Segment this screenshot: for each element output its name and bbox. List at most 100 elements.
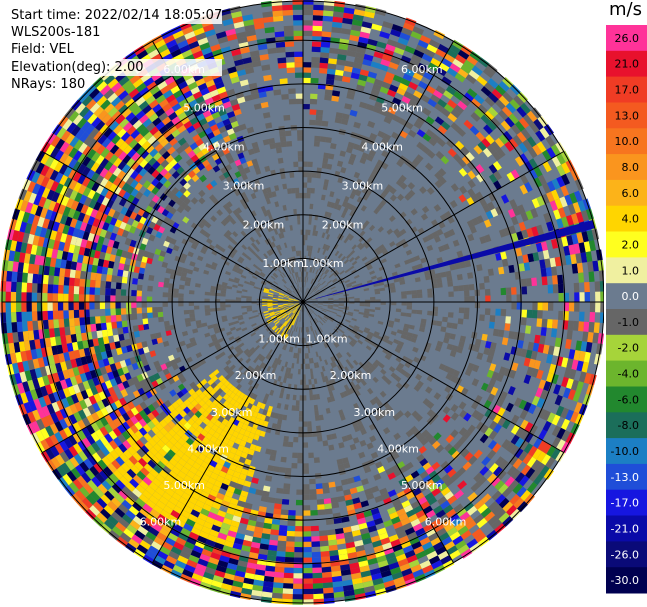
velocity-cell: [452, 58, 464, 69]
velocity-cell: [527, 147, 538, 159]
velocity-cell: [177, 383, 186, 391]
velocity-cell: [209, 506, 219, 515]
velocity-cell: [100, 407, 109, 417]
velocity-cell: [347, 477, 355, 484]
velocity-cell: [398, 117, 408, 126]
velocity-cell: [244, 407, 251, 415]
velocity-cell: [169, 389, 177, 397]
velocity-cell: [571, 379, 579, 391]
velocity-cell: [356, 196, 363, 203]
velocity-cell: [457, 480, 467, 490]
velocity-cell: [541, 318, 548, 328]
velocity-cell: [452, 535, 464, 546]
velocity-cell: [309, 320, 313, 326]
velocity-cell: [372, 512, 382, 521]
velocity-cell: [441, 536, 453, 547]
velocity-cell: [364, 488, 373, 496]
velocity-cell: [402, 355, 409, 362]
velocity-cell: [138, 324, 144, 331]
velocity-cell: [287, 441, 294, 448]
velocity-cell: [188, 531, 199, 541]
velocity-cell: [282, 377, 287, 384]
velocity-cell: [401, 568, 413, 577]
velocity-cell: [286, 372, 291, 379]
velocity-cell: [52, 310, 59, 320]
velocity-cell: [546, 445, 557, 457]
velocity-cell: [134, 412, 143, 422]
velocity-cell: [338, 307, 344, 310]
velocity-cell: [75, 489, 86, 502]
velocity-cell: [379, 487, 388, 496]
velocity-cell: [408, 99, 418, 108]
velocity-cell: [129, 478, 139, 489]
velocity-cell: [201, 548, 212, 557]
velocity-cell: [458, 194, 467, 203]
velocity-cell: [95, 323, 102, 331]
velocity-cell: [358, 311, 364, 315]
velocity-cell: [74, 278, 80, 287]
velocity-cell: [382, 133, 392, 141]
velocity-cell: [319, 530, 328, 537]
velocity-cell: [256, 401, 263, 408]
velocity-cell: [321, 376, 326, 383]
velocity-cell: [411, 265, 418, 271]
velocity-cell: [412, 487, 422, 497]
velocity-cell: [567, 320, 574, 331]
velocity-cell: [332, 16, 343, 23]
velocity-cell: [343, 489, 351, 496]
velocity-cell: [303, 541, 312, 548]
velocity-cell: [137, 457, 148, 468]
velocity-cell: [353, 121, 361, 129]
velocity-cell: [75, 464, 86, 476]
velocity-cell: [277, 330, 282, 336]
velocity-cell: [464, 296, 470, 302]
velocity-cell: [483, 275, 490, 283]
velocity-cell: [249, 398, 256, 405]
velocity-cell: [178, 302, 184, 307]
velocity-cell: [183, 505, 193, 514]
velocity-cell: [467, 362, 475, 371]
velocity-cell: [454, 72, 466, 83]
velocity-cell: [428, 137, 437, 147]
velocity-cell: [162, 292, 169, 298]
velocity-cell: [347, 141, 355, 149]
velocity-cell: [316, 425, 322, 432]
velocity-cell: [222, 577, 234, 586]
velocity-cell: [58, 276, 65, 286]
velocity-cell: [106, 395, 115, 405]
velocity-cell: [146, 420, 156, 430]
velocity-cell: [376, 249, 383, 256]
velocity-cell: [260, 356, 266, 362]
velocity-cell: [282, 488, 290, 495]
velocity-cell: [232, 542, 243, 550]
velocity-cell: [42, 292, 48, 302]
velocity-cell: [435, 444, 445, 454]
velocity-cell: [331, 21, 343, 29]
velocity-cell: [387, 506, 397, 515]
velocity-cell: [498, 366, 507, 376]
velocity-cell: [359, 157, 367, 165]
velocity-cell: [91, 476, 102, 488]
velocity-cell: [361, 478, 369, 486]
velocity-cell: [167, 404, 176, 413]
velocity-cell: [318, 355, 323, 362]
velocity-cell: [78, 286, 85, 295]
velocity-cell: [240, 490, 249, 498]
velocity-cell: [306, 288, 309, 294]
velocity-cell: [323, 10, 334, 17]
velocity-cell: [384, 354, 391, 361]
velocity-cell: [173, 541, 185, 551]
velocity-cell: [369, 398, 377, 406]
velocity-cell: [163, 424, 172, 433]
velocity-cell: [435, 150, 445, 160]
velocity-cell: [343, 65, 353, 73]
velocity-cell: [208, 428, 216, 436]
velocity-cell: [174, 560, 187, 569]
velocity-cell: [410, 337, 417, 343]
velocity-cell: [533, 118, 544, 131]
velocity-cell: [110, 288, 116, 296]
velocity-cell: [582, 331, 589, 342]
velocity-cell: [146, 513, 158, 523]
velocity-cell: [10, 302, 17, 313]
velocity-cell: [121, 485, 132, 496]
